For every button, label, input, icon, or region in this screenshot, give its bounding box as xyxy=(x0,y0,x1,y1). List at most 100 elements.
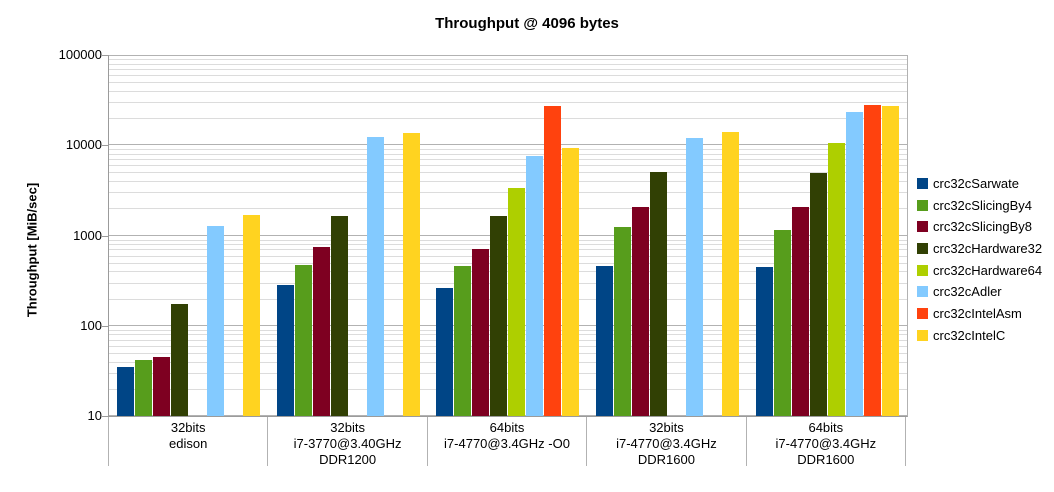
bar-crc32cAdler-group5 xyxy=(845,112,863,416)
bar-slot xyxy=(632,55,650,416)
x-category-label-3: 64bits i7-4770@3.4GHz -O0 xyxy=(428,417,588,466)
legend-label: crc32cIntelC xyxy=(933,327,1006,343)
y-tick-mark xyxy=(102,145,108,147)
minor-gridline xyxy=(109,239,907,241)
bar-crc32cHardware64-group5 xyxy=(827,142,845,416)
bar-crc32cSlicingBy8-group3 xyxy=(472,248,490,416)
bar-slot xyxy=(312,55,330,416)
bar-group-4 xyxy=(588,55,748,416)
y-axis-tick-labels: 10 100 1000 10000 100000 xyxy=(56,48,102,423)
y-tick-label: 100000 xyxy=(58,47,102,62)
y-tick-mark xyxy=(102,235,108,237)
major-gridline xyxy=(109,55,907,56)
legend-swatch-icon xyxy=(917,329,928,341)
bars-layer xyxy=(109,55,907,416)
chart-title: Throughput @ 4096 bytes xyxy=(435,15,619,32)
legend-swatch-icon xyxy=(917,199,928,211)
bar-slot xyxy=(614,55,632,416)
bar-crc32cIntelAsm-group3 xyxy=(544,106,562,416)
x-category-label-line: 64bits xyxy=(489,420,525,435)
x-category-label-line: DDR1200 xyxy=(319,452,377,467)
legend-item-crc32cSlicingBy8: crc32cSlicingBy8 xyxy=(917,219,1042,235)
bar-crc32cSarwate-group4 xyxy=(596,266,614,416)
bar-slot xyxy=(472,55,490,416)
bar-crc32cIntelAsm-group5 xyxy=(863,105,881,416)
bar-slot xyxy=(385,55,402,416)
minor-gridline xyxy=(109,90,907,92)
minor-gridline xyxy=(109,208,907,210)
bar-slot xyxy=(330,55,348,416)
bar-slot xyxy=(544,55,562,416)
bar-crc32cIntelC-group1 xyxy=(243,215,261,416)
legend-item-crc32cSarwate: crc32cSarwate xyxy=(917,177,1042,190)
bar-group-5 xyxy=(747,55,907,416)
bar-crc32cAdler-group4 xyxy=(686,138,704,416)
x-category-label-line: 32bits xyxy=(649,420,684,435)
bar-group-3 xyxy=(428,55,588,416)
legend-item-crc32cIntelC: crc32cIntelC xyxy=(917,327,1042,343)
bar-crc32cHardware32-group5 xyxy=(809,172,827,416)
bar-slot xyxy=(153,55,171,416)
x-category-label-1: 32bits edison xyxy=(108,417,269,466)
bar-slot xyxy=(881,55,899,416)
bar-slot xyxy=(207,55,225,416)
x-category-label-line: 32bits xyxy=(170,420,206,435)
bar-slot xyxy=(562,55,580,416)
minor-gridline xyxy=(109,181,907,183)
bar-crc32cSlicingBy4-group3 xyxy=(454,266,472,416)
y-tick-label: 10 xyxy=(87,408,102,423)
bar-crc32cAdler-group2 xyxy=(366,137,384,416)
bar-crc32cHardware32-group2 xyxy=(330,215,348,416)
x-axis-category-labels: 32bits edison 32bits i7-3770@3.40GHz DDR1200… xyxy=(108,417,907,467)
x-category-label-line: i7-4770@3.4GHz -O0 xyxy=(444,436,570,451)
y-tick-mark xyxy=(102,325,108,327)
bar-slot xyxy=(686,55,704,416)
legend-label: crc32cSlicingBy8 xyxy=(933,219,1032,235)
minor-gridline xyxy=(109,192,907,194)
bar-crc32cAdler-group1 xyxy=(207,225,225,416)
x-category-label-line: DDR1600 xyxy=(637,452,695,467)
y-tick-mark xyxy=(102,416,108,417)
minor-gridline xyxy=(109,68,907,70)
bar-slot xyxy=(117,55,135,416)
minor-gridline xyxy=(109,149,907,151)
legend-swatch-icon xyxy=(917,221,928,233)
minor-gridline xyxy=(109,255,907,257)
legend-label: crc32cHardware64 xyxy=(933,262,1043,278)
minor-gridline xyxy=(109,165,907,167)
legend-label: crc32cIntelAsm xyxy=(933,306,1022,322)
minor-gridline xyxy=(109,352,907,354)
bar-slot xyxy=(704,55,721,416)
legend-swatch-icon xyxy=(917,243,928,255)
bar-slot xyxy=(225,55,242,416)
x-category-label-5: 64bits i7-4770@3.4GHz DDR1600 xyxy=(747,417,907,467)
bar-crc32cSarwate-group2 xyxy=(276,285,294,416)
minor-gridline xyxy=(109,82,907,84)
x-category-label-line: i7-3770@3.40GHz xyxy=(293,436,402,451)
bar-group-2 xyxy=(269,55,429,416)
minor-gridline xyxy=(109,282,907,284)
bar-crc32cSlicingBy4-group2 xyxy=(294,265,312,416)
y-tick-mark xyxy=(102,55,108,56)
bar-slot xyxy=(276,55,294,416)
minor-gridline xyxy=(109,63,907,65)
bar-crc32cIntelC-group4 xyxy=(722,131,740,416)
legend-swatch-icon xyxy=(917,286,928,298)
major-gridline xyxy=(109,415,907,416)
x-category-label-line: i7-4770@3.4GHz xyxy=(775,436,877,451)
bar-slot xyxy=(189,55,206,416)
bar-crc32cSlicingBy4-group1 xyxy=(135,359,153,416)
x-category-label-line: 64bits xyxy=(808,420,844,435)
minor-gridline xyxy=(109,334,907,336)
x-category-label-4: 32bits i7-4770@3.4GHz DDR1600 xyxy=(587,417,747,467)
bar-crc32cAdler-group3 xyxy=(526,155,544,416)
minor-gridline xyxy=(109,172,907,174)
bar-slot xyxy=(508,55,526,416)
legend-swatch-icon xyxy=(917,308,928,320)
legend-item-crc32cHardware32: crc32cHardware32 xyxy=(917,242,1042,255)
minor-gridline xyxy=(109,153,907,155)
bar-group-1 xyxy=(109,55,269,416)
minor-gridline xyxy=(109,388,907,390)
minor-gridline xyxy=(109,329,907,331)
